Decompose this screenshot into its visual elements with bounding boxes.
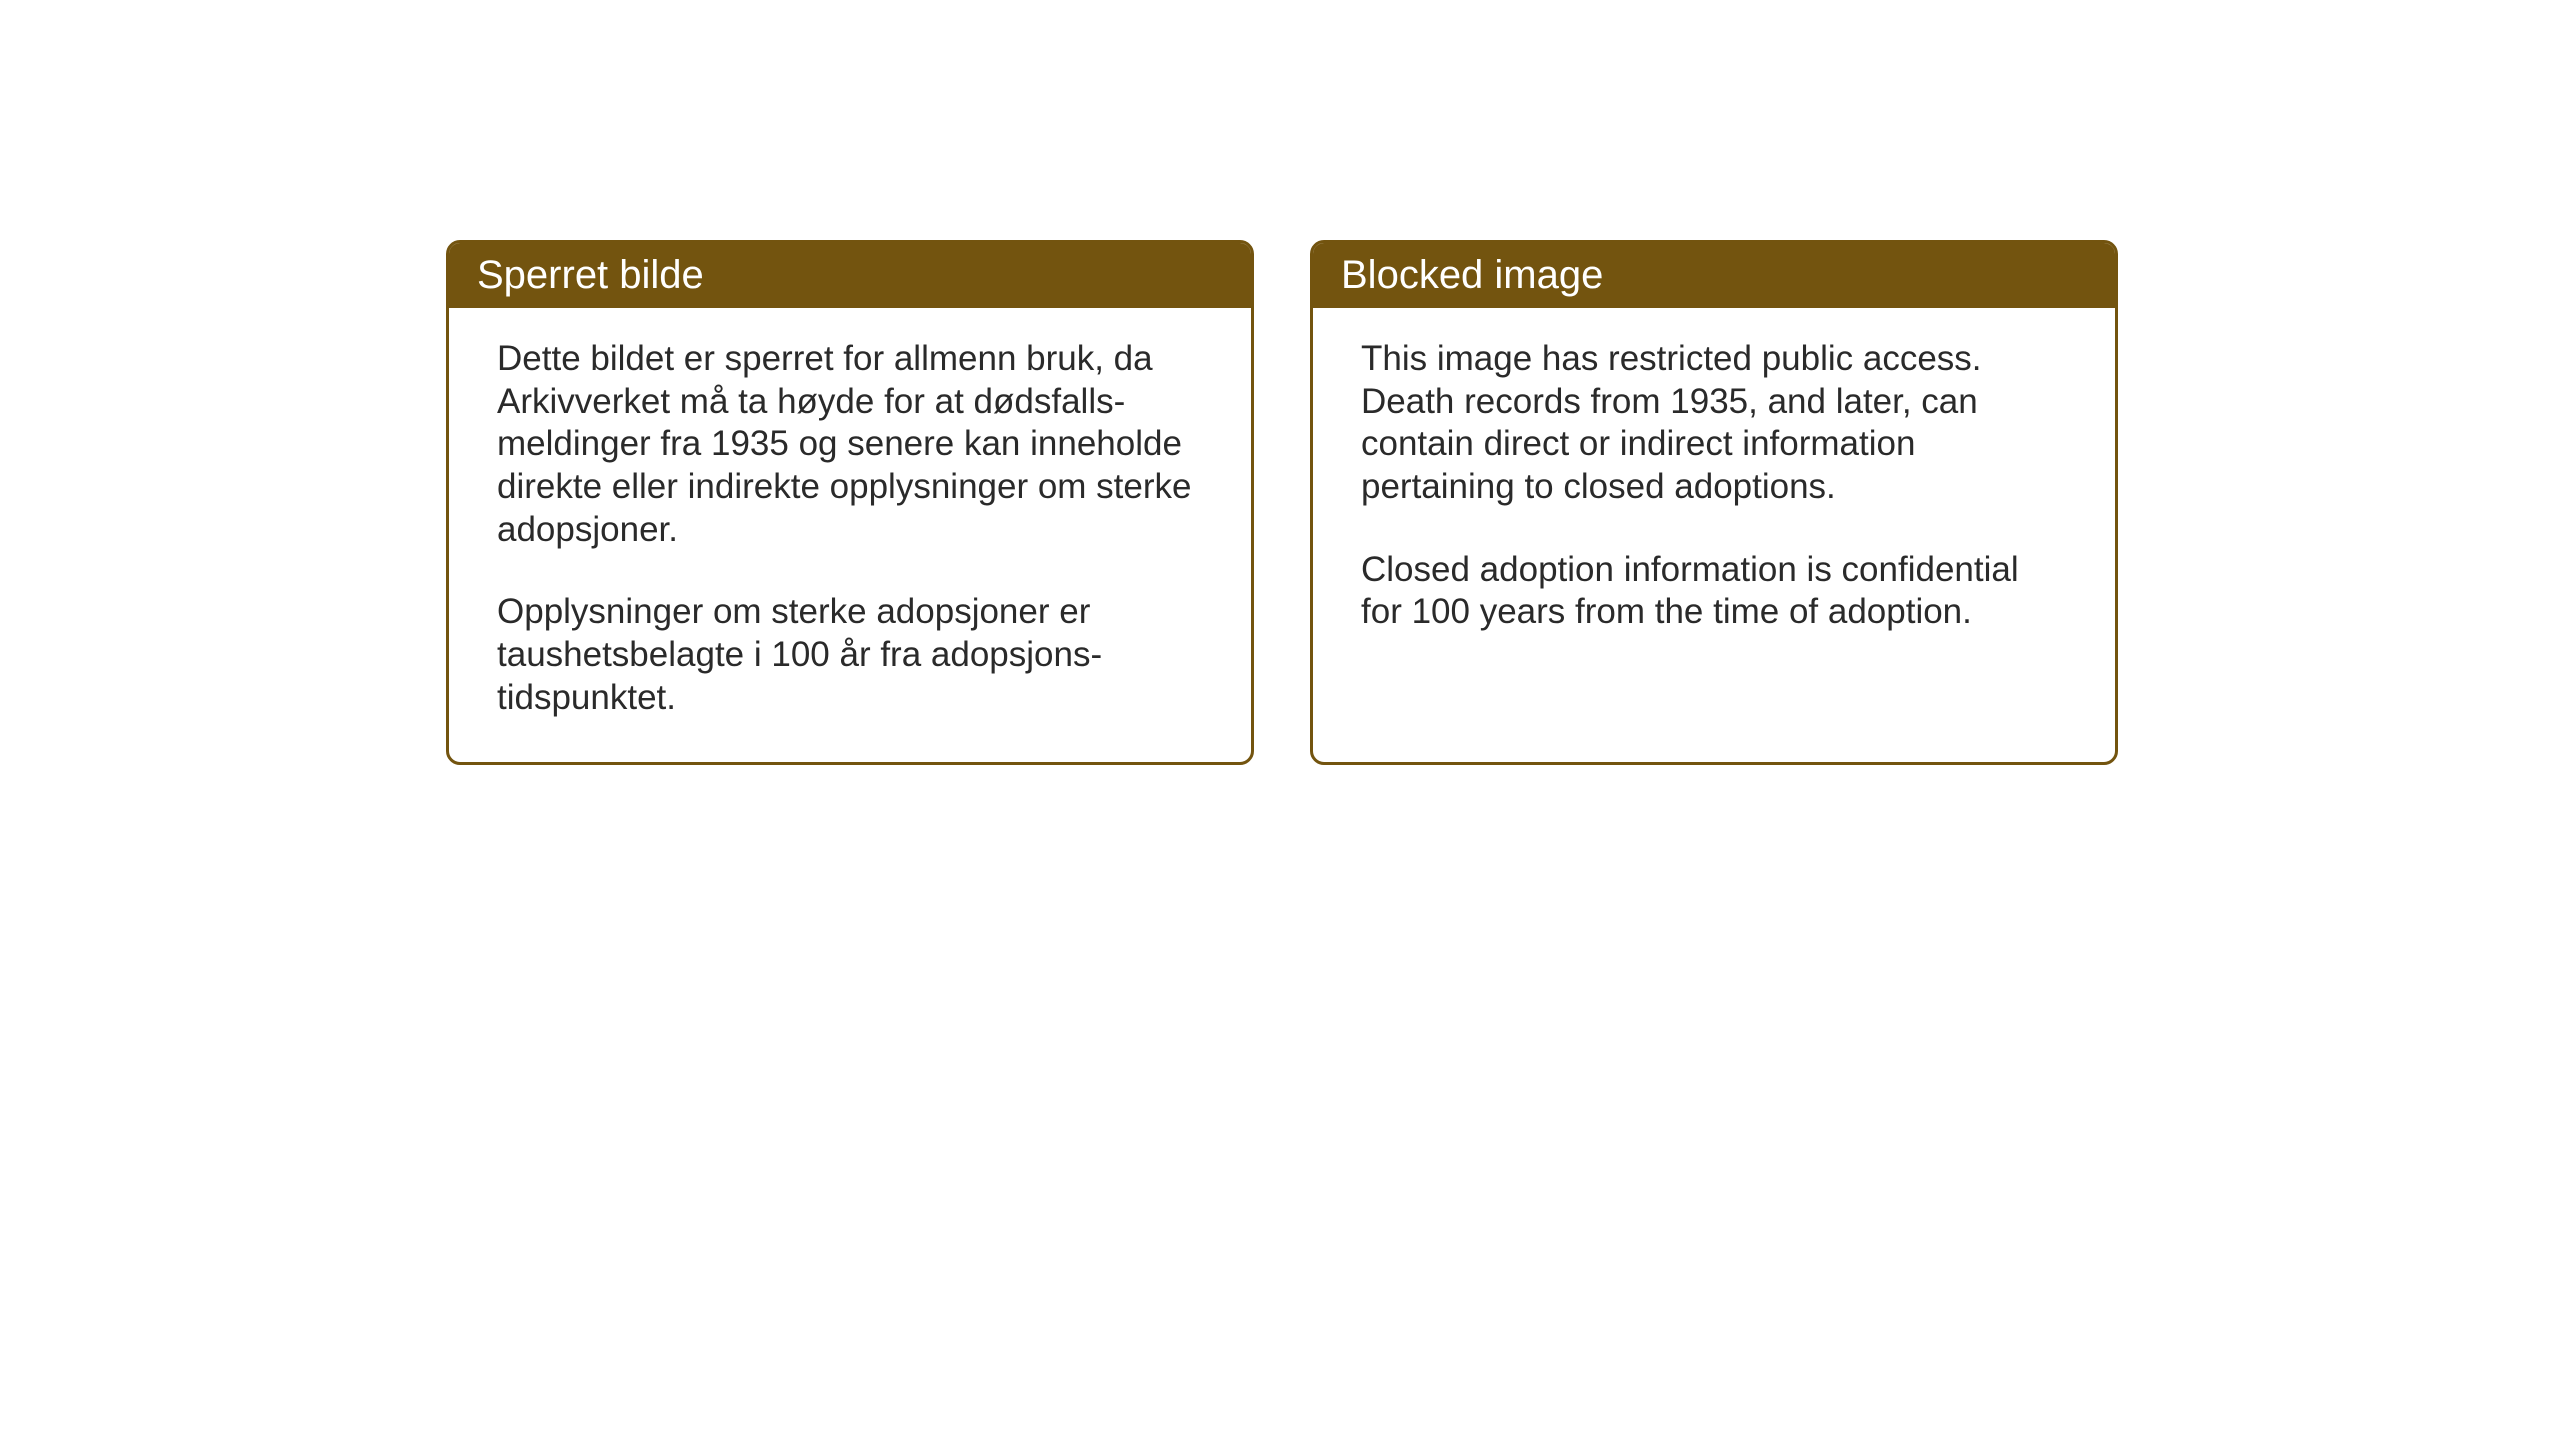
card-paragraph-1: This image has restricted public access.… [1361,338,2067,509]
card-paragraph-2: Closed adoption information is confident… [1361,549,2067,634]
card-header-norwegian: Sperret bilde [449,243,1251,308]
notice-card-english: Blocked image This image has restricted … [1310,240,2118,765]
notice-card-norwegian: Sperret bilde Dette bildet er sperret fo… [446,240,1254,765]
card-title: Sperret bilde [477,253,704,297]
card-title: Blocked image [1341,253,1603,297]
card-paragraph-1: Dette bildet er sperret for allmenn bruk… [497,338,1203,551]
notice-cards-container: Sperret bilde Dette bildet er sperret fo… [446,240,2118,765]
card-body-english: This image has restricted public access.… [1313,308,2115,676]
card-body-norwegian: Dette bildet er sperret for allmenn bruk… [449,308,1251,762]
card-paragraph-2: Opplysninger om sterke adopsjoner er tau… [497,591,1203,719]
card-header-english: Blocked image [1313,243,2115,308]
